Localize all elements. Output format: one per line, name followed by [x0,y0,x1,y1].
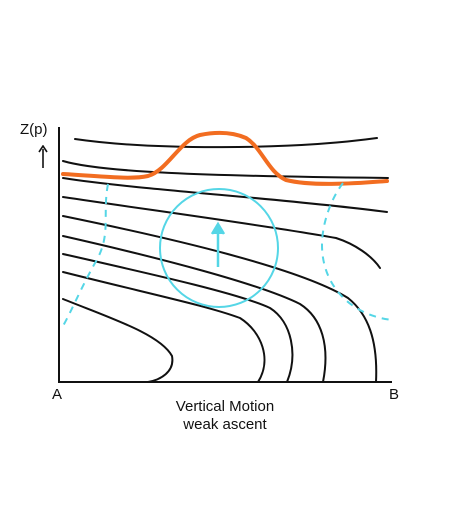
diagram-caption: Vertical Motion weak ascent [0,398,450,434]
vertical-axis-label: Z(p) [20,121,48,138]
left-dashed-boundary [62,183,109,327]
isoline-7 [62,253,294,383]
isoline-4 [62,196,381,269]
isoline-9 [62,271,266,383]
isoline-3 [62,177,388,213]
caption-line-2: weak ascent [183,416,267,433]
up-arrow-icon [38,145,48,168]
isoline-8 [62,298,174,383]
isoline-5 [62,215,378,383]
ascent-circle [159,188,279,308]
point-b-label: B [389,386,400,403]
ascent-arrow-head [210,221,226,235]
isoline-1 [74,137,378,149]
caption-line-1: Vertical Motion [175,398,275,415]
isoline-6 [62,235,327,383]
highlight-curve [61,131,389,186]
point-a-label: A [52,386,63,403]
right-dashed-boundary [320,182,393,321]
ascent-region [62,182,393,327]
isoline-2 [62,160,389,179]
isolines [62,137,389,383]
